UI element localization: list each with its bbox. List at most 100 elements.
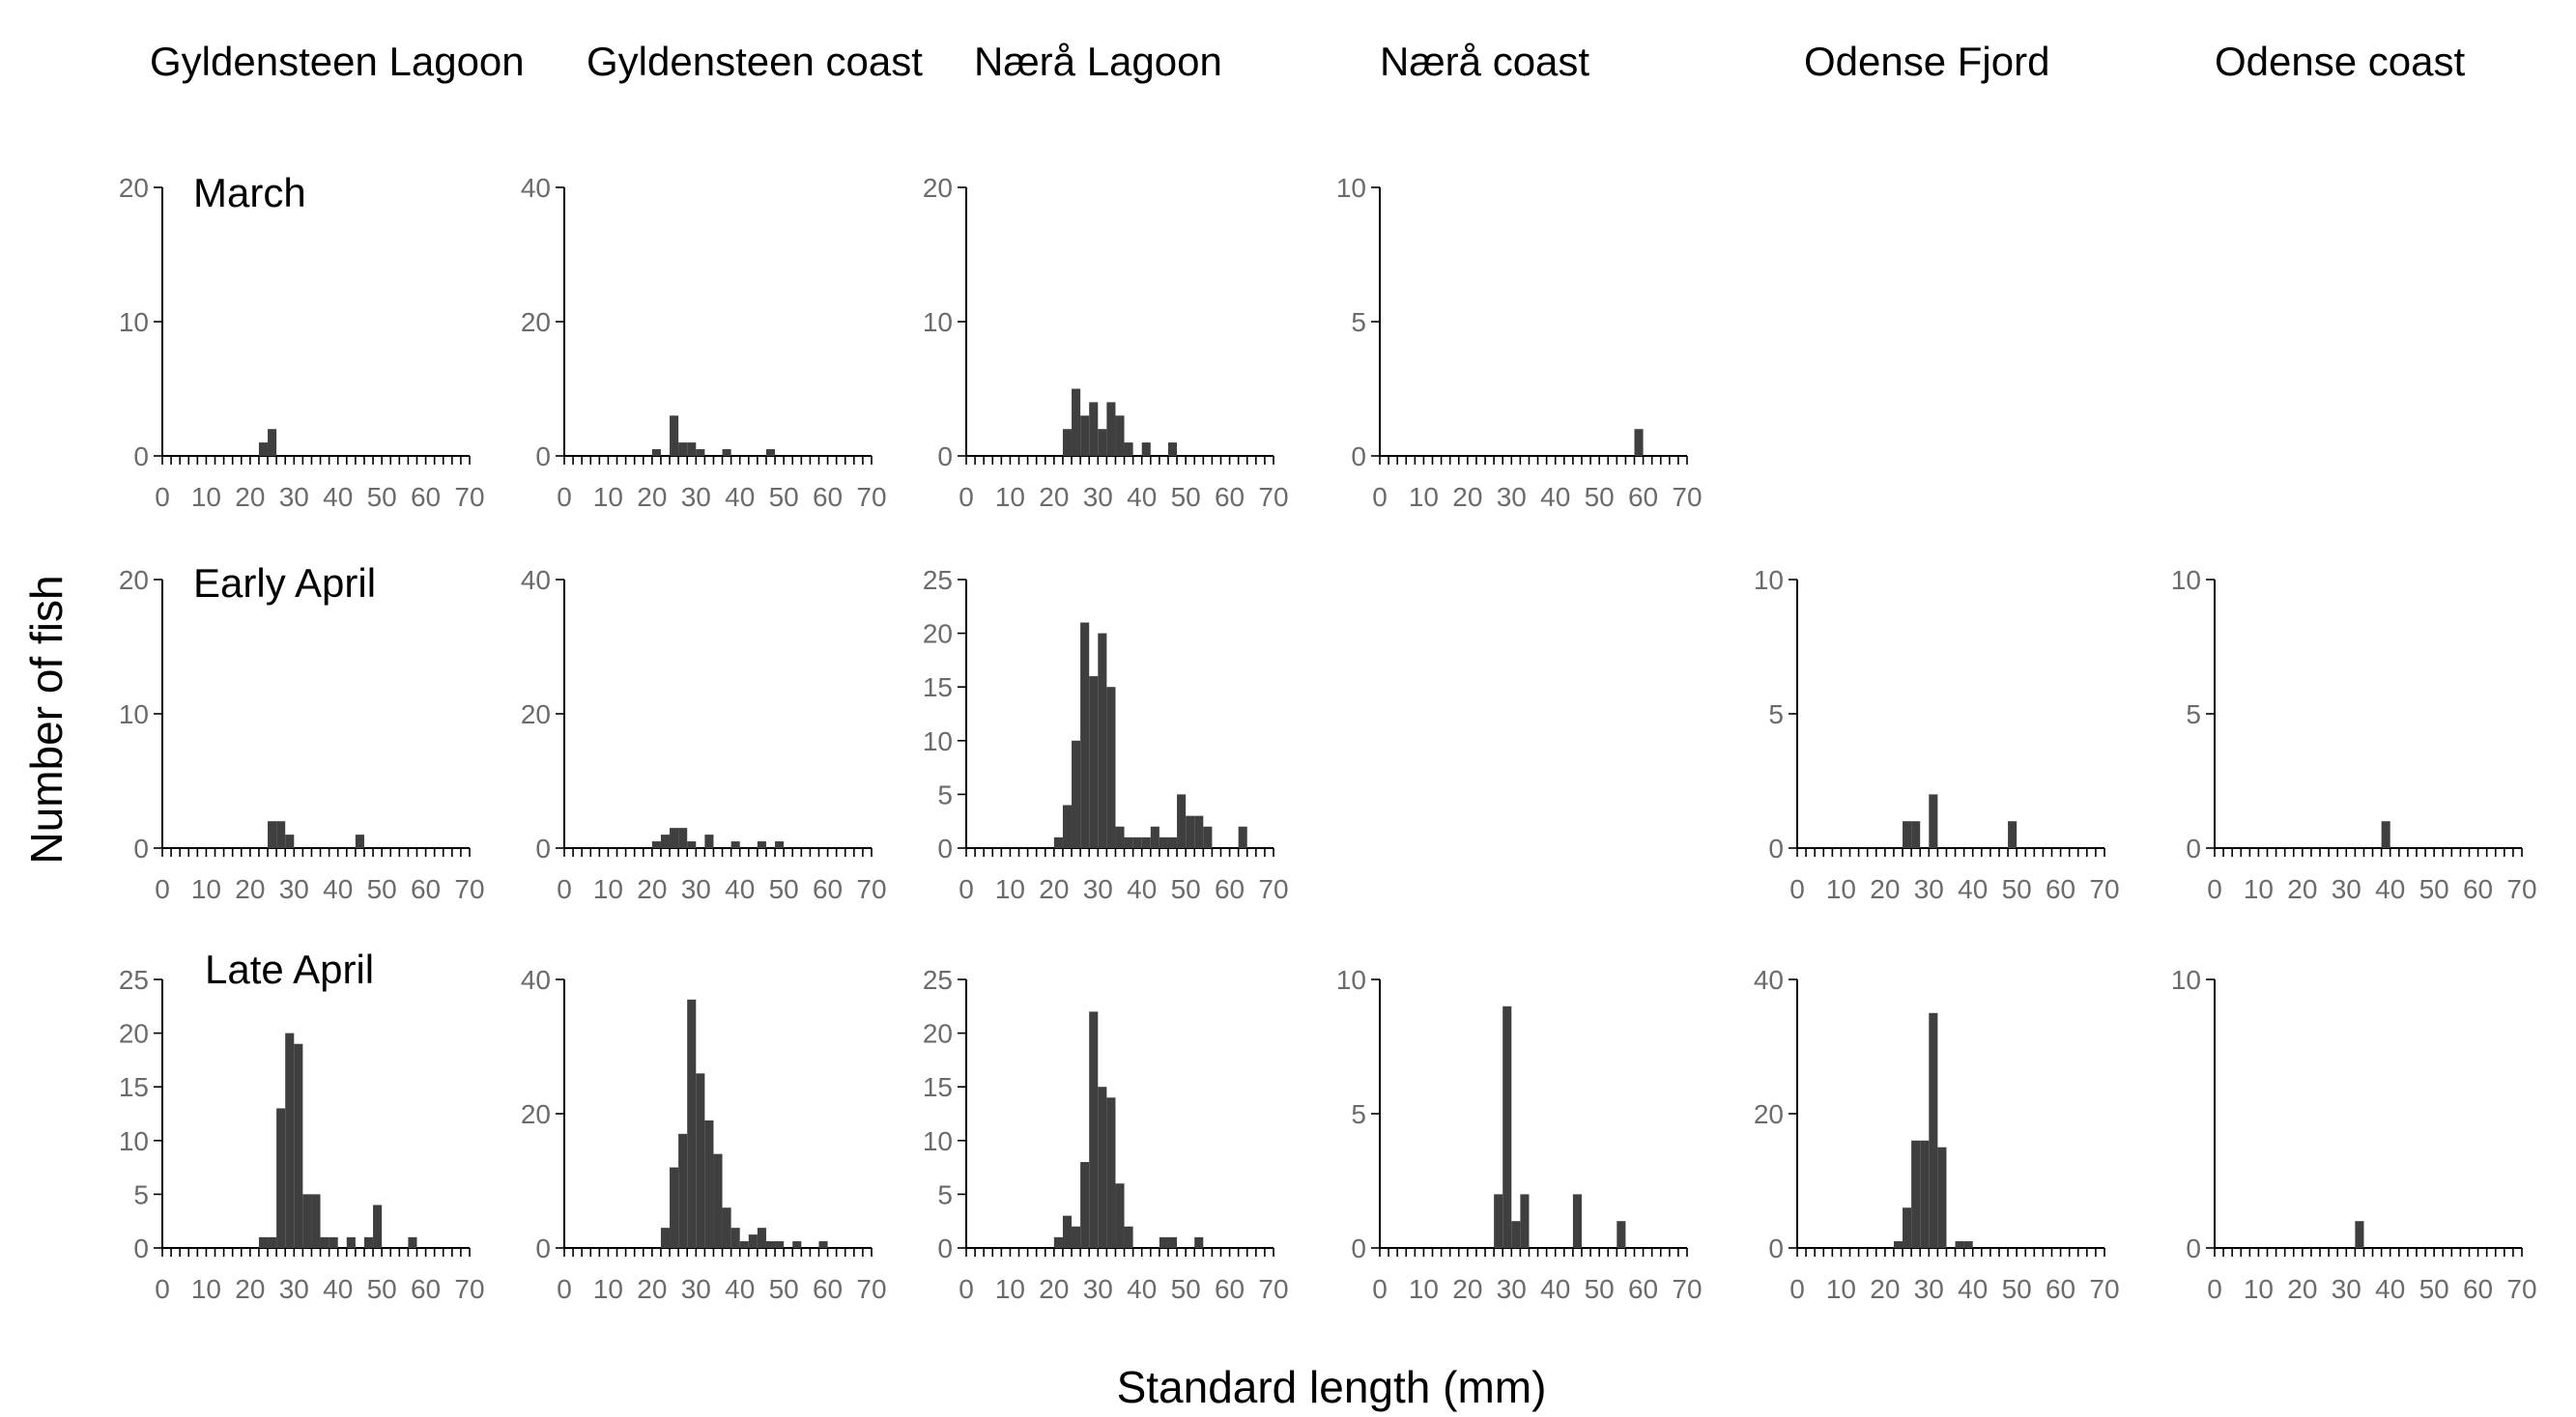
histogram-bar: [1080, 622, 1090, 848]
x-tick-label: 10: [191, 482, 221, 512]
x-tick-label: 0: [1372, 482, 1388, 512]
y-tick-label: 20: [521, 1099, 551, 1129]
y-tick-label: 20: [119, 565, 149, 595]
histogram-bar: [1159, 1236, 1168, 1248]
x-tick-label: 20: [1870, 1274, 1900, 1304]
x-tick-label: 40: [1958, 874, 1988, 904]
x-tick-label: 50: [2419, 874, 2449, 904]
x-tick-label: 60: [1215, 874, 1245, 904]
histogram-bar: [670, 828, 679, 848]
x-tick-label: 50: [367, 482, 397, 512]
y-tick-label: 5: [1768, 699, 1784, 729]
histogram-bar: [373, 1204, 383, 1248]
histogram-bar: [1106, 1097, 1116, 1248]
histogram-bar: [765, 449, 776, 456]
panel-gyldensteen-lagoon-march: 0 10 20 0 10 20 30 40 50 60 70: [119, 173, 485, 512]
y-tick-label: 5: [1351, 1099, 1366, 1129]
x-tick-label: 30: [1083, 1274, 1113, 1304]
histogram-bar: [670, 1167, 679, 1248]
y-tick-label: 40: [521, 565, 551, 595]
x-tick-label: 0: [959, 482, 974, 512]
histogram-bar: [722, 1207, 731, 1248]
x-tick-label: 60: [2046, 874, 2075, 904]
histogram-bar: [1494, 1194, 1503, 1248]
y-tick-label: 10: [119, 307, 149, 337]
x-tick-label: 60: [411, 482, 441, 512]
histogram-bar: [1167, 836, 1178, 848]
x-tick-label: 20: [2287, 1274, 2317, 1304]
x-tick-label: 60: [411, 1274, 441, 1304]
x-tick-label: 30: [681, 874, 711, 904]
x-tick-label: 0: [1789, 1274, 1805, 1304]
x-tick-label: 30: [279, 1274, 309, 1304]
histogram-bar: [1098, 429, 1107, 456]
histogram-bar: [1937, 1147, 1947, 1248]
x-tick-label: 20: [1039, 874, 1069, 904]
histogram-bar: [285, 1033, 295, 1248]
y-tick-label: 10: [1754, 565, 1784, 595]
x-tick-label: 10: [191, 874, 221, 904]
x-tick-label: 50: [769, 482, 799, 512]
histogram-bar: [1903, 1207, 1912, 1248]
x-tick-label: 40: [1127, 482, 1157, 512]
x-tick-label: 50: [1171, 874, 1201, 904]
x-tick-label: 70: [2089, 874, 2119, 904]
x-tick-label: 10: [1826, 1274, 1856, 1304]
histogram-bar: [1062, 1215, 1073, 1248]
y-tick-label: 10: [923, 1126, 953, 1156]
panel-odense-fjord-early-april: 0 5 10 0 10 20 30 40 50 60 70: [1754, 565, 2120, 904]
histogram-bar: [730, 1228, 740, 1248]
histogram-bar: [1903, 821, 1912, 848]
histogram-bar: [363, 1236, 374, 1248]
column-label-odense-fjord: Odense Fjord: [1804, 39, 2049, 84]
panel-gyldensteen-coast-march: 0 20 40 0 10 20 30 40 50 60 70: [521, 173, 887, 512]
histogram-bar: [1203, 826, 1213, 848]
histogram-bar: [1167, 442, 1178, 456]
x-tick-label: 70: [454, 874, 484, 904]
x-tick-label: 70: [1258, 874, 1288, 904]
histogram-bar: [739, 1241, 749, 1248]
y-tick-label: 10: [2171, 565, 2201, 595]
histogram-bar: [1098, 1087, 1107, 1248]
histogram-bar: [311, 1194, 321, 1248]
x-tick-label: 70: [2506, 874, 2536, 904]
histogram-bar: [1141, 836, 1151, 848]
x-tick-label: 60: [1628, 1274, 1658, 1304]
histogram-bar: [775, 841, 785, 848]
x-tick-label: 10: [995, 482, 1025, 512]
panel-n-r-lagoon-march: 0 10 20 0 10 20 30 40 50 60 70: [923, 173, 1289, 512]
histogram-bar: [704, 1119, 714, 1248]
y-tick-label: 40: [1754, 965, 1784, 995]
x-tick-label: 40: [1540, 482, 1570, 512]
row-label-early-april: Early April: [193, 560, 376, 606]
y-tick-label: 20: [923, 619, 953, 649]
y-tick-label: 10: [1336, 173, 1366, 203]
histogram-bar: [258, 1236, 269, 1248]
row-label-late-april: Late April: [205, 947, 374, 992]
x-tick-label: 70: [454, 1274, 484, 1304]
y-tick-label: 25: [923, 565, 953, 595]
histogram-bar: [818, 1241, 828, 1248]
panel-gyldensteen-coast-early-april: 0 20 40 0 10 20 30 40 50 60 70: [521, 565, 887, 904]
x-tick-label: 70: [2089, 1274, 2119, 1304]
x-tick-label: 60: [1215, 1274, 1245, 1304]
histogram-bar: [1124, 836, 1133, 848]
y-tick-label: 0: [535, 441, 551, 471]
y-tick-label: 0: [1768, 834, 1784, 864]
y-tick-label: 0: [1351, 441, 1366, 471]
histogram-bar: [757, 841, 766, 848]
x-tick-label: 40: [1540, 1274, 1570, 1304]
histogram-bar: [268, 1236, 277, 1248]
x-tick-label: 70: [856, 1274, 886, 1304]
x-tick-label: 60: [813, 482, 843, 512]
histogram-bar: [1062, 429, 1073, 456]
y-tick-label: 10: [1336, 965, 1366, 995]
x-tick-label: 20: [1870, 874, 1900, 904]
y-tick-label: 0: [1351, 1233, 1366, 1263]
histogram-bar: [1911, 821, 1921, 848]
histogram-bar: [1089, 402, 1099, 456]
histogram-bar: [660, 835, 671, 848]
x-tick-label: 0: [557, 874, 572, 904]
histogram-bar: [1572, 1194, 1582, 1248]
